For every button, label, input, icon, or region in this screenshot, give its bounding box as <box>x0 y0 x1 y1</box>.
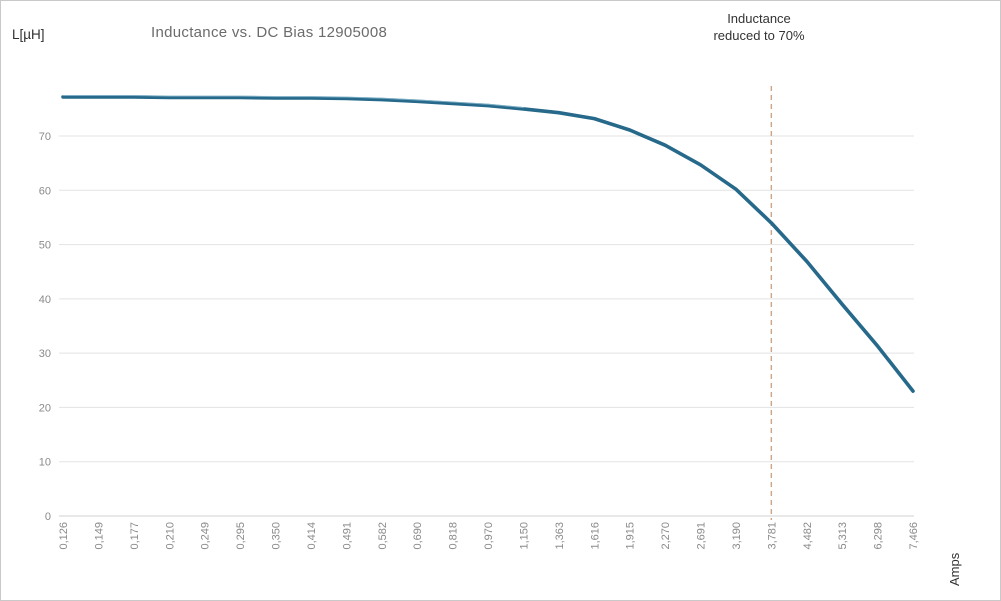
x-tick-label: 0,818 <box>448 522 460 550</box>
inductance-curve <box>61 95 915 393</box>
x-tick-label: 4,482 <box>802 522 814 550</box>
x-tick-label: 0,177 <box>129 522 141 550</box>
y-tick-label: 10 <box>39 457 51 469</box>
inductance-curve-highlight <box>62 94 524 109</box>
x-tick-label: 3,781 <box>766 522 778 550</box>
y-tick-label: 60 <box>39 185 51 197</box>
y-tick-label: 0 <box>45 511 51 523</box>
x-tick-label: 6,298 <box>873 522 885 550</box>
x-tick-label: 0,149 <box>93 522 105 550</box>
x-tick-label: 1,363 <box>554 522 566 550</box>
x-tick-label: 5,313 <box>837 522 849 550</box>
y-axis-unit-label: L[µH] <box>12 27 45 42</box>
x-tick-label: 3,190 <box>731 522 743 550</box>
x-tick-label: 0,350 <box>271 522 283 550</box>
chart-title: Inductance vs. DC Bias 12905008 <box>151 24 388 41</box>
y-tick-label: 30 <box>39 348 51 360</box>
x-tick-label: 2,691 <box>696 522 708 550</box>
x-tick-label: 2,270 <box>660 522 672 550</box>
x-tick-label: 7,466 <box>908 522 920 550</box>
x-tick-label: 0,126 <box>58 522 70 550</box>
x-axis-unit-label: Amps <box>947 552 962 586</box>
x-tick-label: 1,616 <box>589 522 601 550</box>
annotation-line-2: reduced to 70% <box>713 28 805 43</box>
x-tick-label: 0,295 <box>235 522 247 550</box>
x-tick-label: 0,210 <box>164 522 176 550</box>
x-tick-label: 0,690 <box>412 522 424 550</box>
x-tick-label: 0,249 <box>200 522 212 550</box>
x-tick-label: 1,150 <box>518 522 530 550</box>
x-tick-label: 1,915 <box>625 522 637 550</box>
reference-annotation: Inductance reduced to 70% <box>659 10 859 44</box>
x-tick-label: 0,582 <box>377 522 389 550</box>
x-tick-label: 0,970 <box>483 522 495 550</box>
annotation-line-1: Inductance <box>727 11 791 26</box>
x-tick-label: 0,414 <box>306 522 318 550</box>
y-tick-label: 70 <box>39 131 51 143</box>
x-tick-label: 0,491 <box>341 522 353 550</box>
y-tick-label: 20 <box>39 402 51 414</box>
y-tick-label: 40 <box>39 294 51 306</box>
y-tick-label: 50 <box>39 240 51 252</box>
